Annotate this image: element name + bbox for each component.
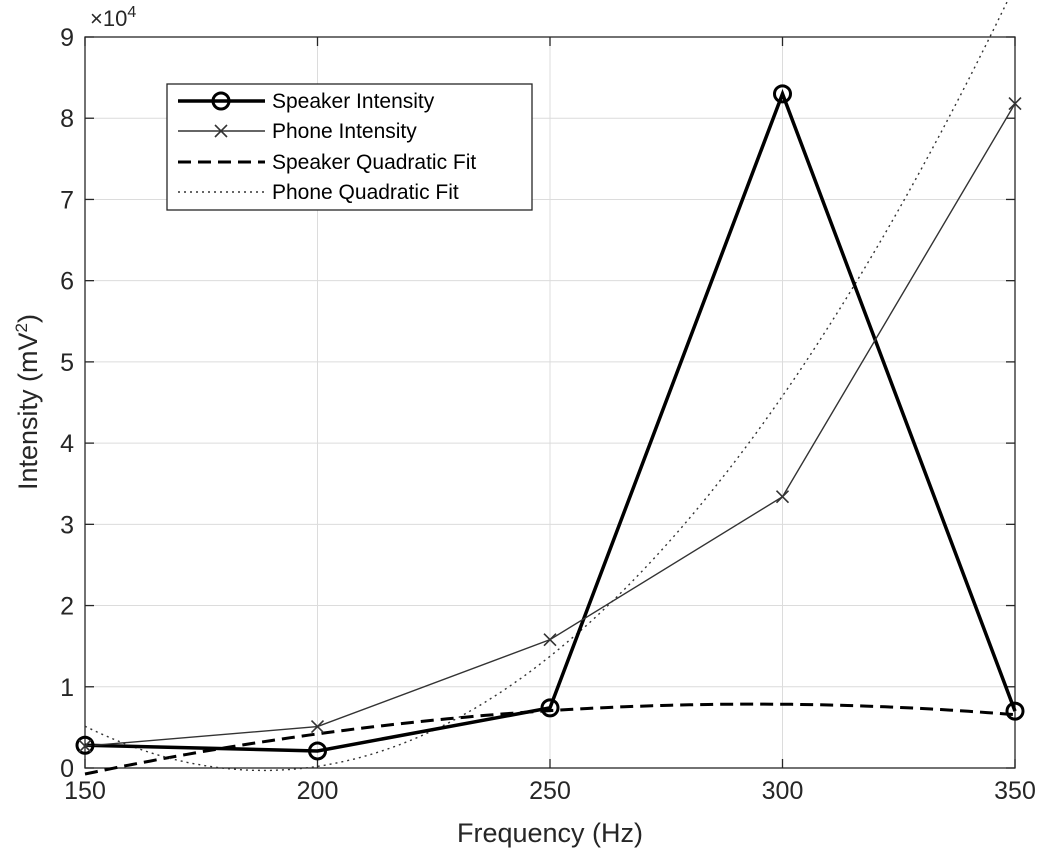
y-tick-label: 5 bbox=[60, 349, 74, 377]
x-axis-title: Frequency (Hz) bbox=[457, 818, 643, 848]
x-tick-label: 300 bbox=[762, 777, 804, 805]
legend-marker-circle bbox=[211, 91, 231, 111]
data-point-circle bbox=[540, 698, 560, 718]
legend-label-phone-fit: Phone Quadratic Fit bbox=[272, 181, 459, 204]
y-axis-title: Intensity (mV2) bbox=[12, 314, 43, 490]
y-tick-label: 9 bbox=[60, 24, 74, 52]
tick-labels: 150 200 250 300 350 0 1 2 3 4 5 6 7 8 9 bbox=[60, 24, 1036, 805]
legend: Speaker Intensity Phone Intensity Speake… bbox=[166, 83, 533, 211]
axis-ticks bbox=[84, 36, 1016, 769]
data-point-x bbox=[775, 490, 790, 504]
y-multiplier-exp: 4 bbox=[127, 4, 136, 21]
y-axis-title-sup: 2 bbox=[12, 323, 31, 332]
data-point-circle bbox=[773, 84, 792, 104]
legend-label-speaker-fit: Speaker Quadratic Fit bbox=[272, 151, 476, 174]
grid-lines bbox=[85, 37, 1015, 768]
data-point-circle bbox=[1005, 701, 1025, 721]
fit-curves bbox=[84, 0, 1016, 776]
y-tick-label: 7 bbox=[60, 186, 74, 214]
x-tick-label: 150 bbox=[64, 777, 106, 805]
y-multiplier: ×104 bbox=[90, 4, 136, 31]
data-point-x bbox=[543, 633, 557, 647]
y-tick-label: 6 bbox=[60, 268, 74, 296]
series-line-speaker-intensity bbox=[84, 88, 1017, 753]
x-tick-label: 250 bbox=[529, 777, 571, 805]
x-tick-label: 200 bbox=[297, 777, 339, 805]
data-markers bbox=[75, 84, 1025, 761]
legend-label-phone-intensity: Phone Intensity bbox=[272, 120, 417, 143]
y-tick-label: 2 bbox=[60, 593, 74, 621]
y-tick-label: 0 bbox=[60, 755, 74, 783]
y-tick-label: 4 bbox=[60, 430, 74, 458]
y-tick-label: 8 bbox=[60, 105, 74, 133]
fit-line-speaker-quadratic-fit bbox=[84, 702, 1016, 776]
data-point-x bbox=[78, 739, 92, 753]
y-multiplier-base: ×10 bbox=[90, 6, 127, 31]
data-point-circle bbox=[308, 741, 327, 761]
legend-label-speaker-intensity: Speaker Intensity bbox=[272, 90, 435, 113]
data-point-x bbox=[1008, 97, 1022, 111]
data-point-x bbox=[310, 720, 325, 734]
x-tick-label: 350 bbox=[994, 777, 1036, 805]
y-axis-title-main: Intensity (mV bbox=[13, 332, 43, 490]
legend-marker-x bbox=[214, 124, 228, 138]
y-tick-label: 1 bbox=[60, 674, 74, 702]
y-axis-title-close: ) bbox=[13, 314, 43, 323]
data-point-circle bbox=[75, 735, 95, 755]
y-tick-label: 3 bbox=[60, 511, 74, 539]
fit-line-phone-quadratic-fit bbox=[84, 0, 1009, 772]
